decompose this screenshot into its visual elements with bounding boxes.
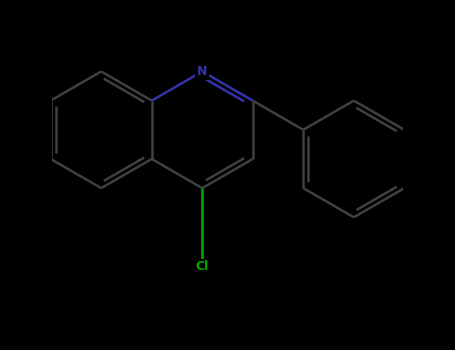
Text: Cl: Cl [196,260,209,273]
Text: N: N [197,65,207,78]
